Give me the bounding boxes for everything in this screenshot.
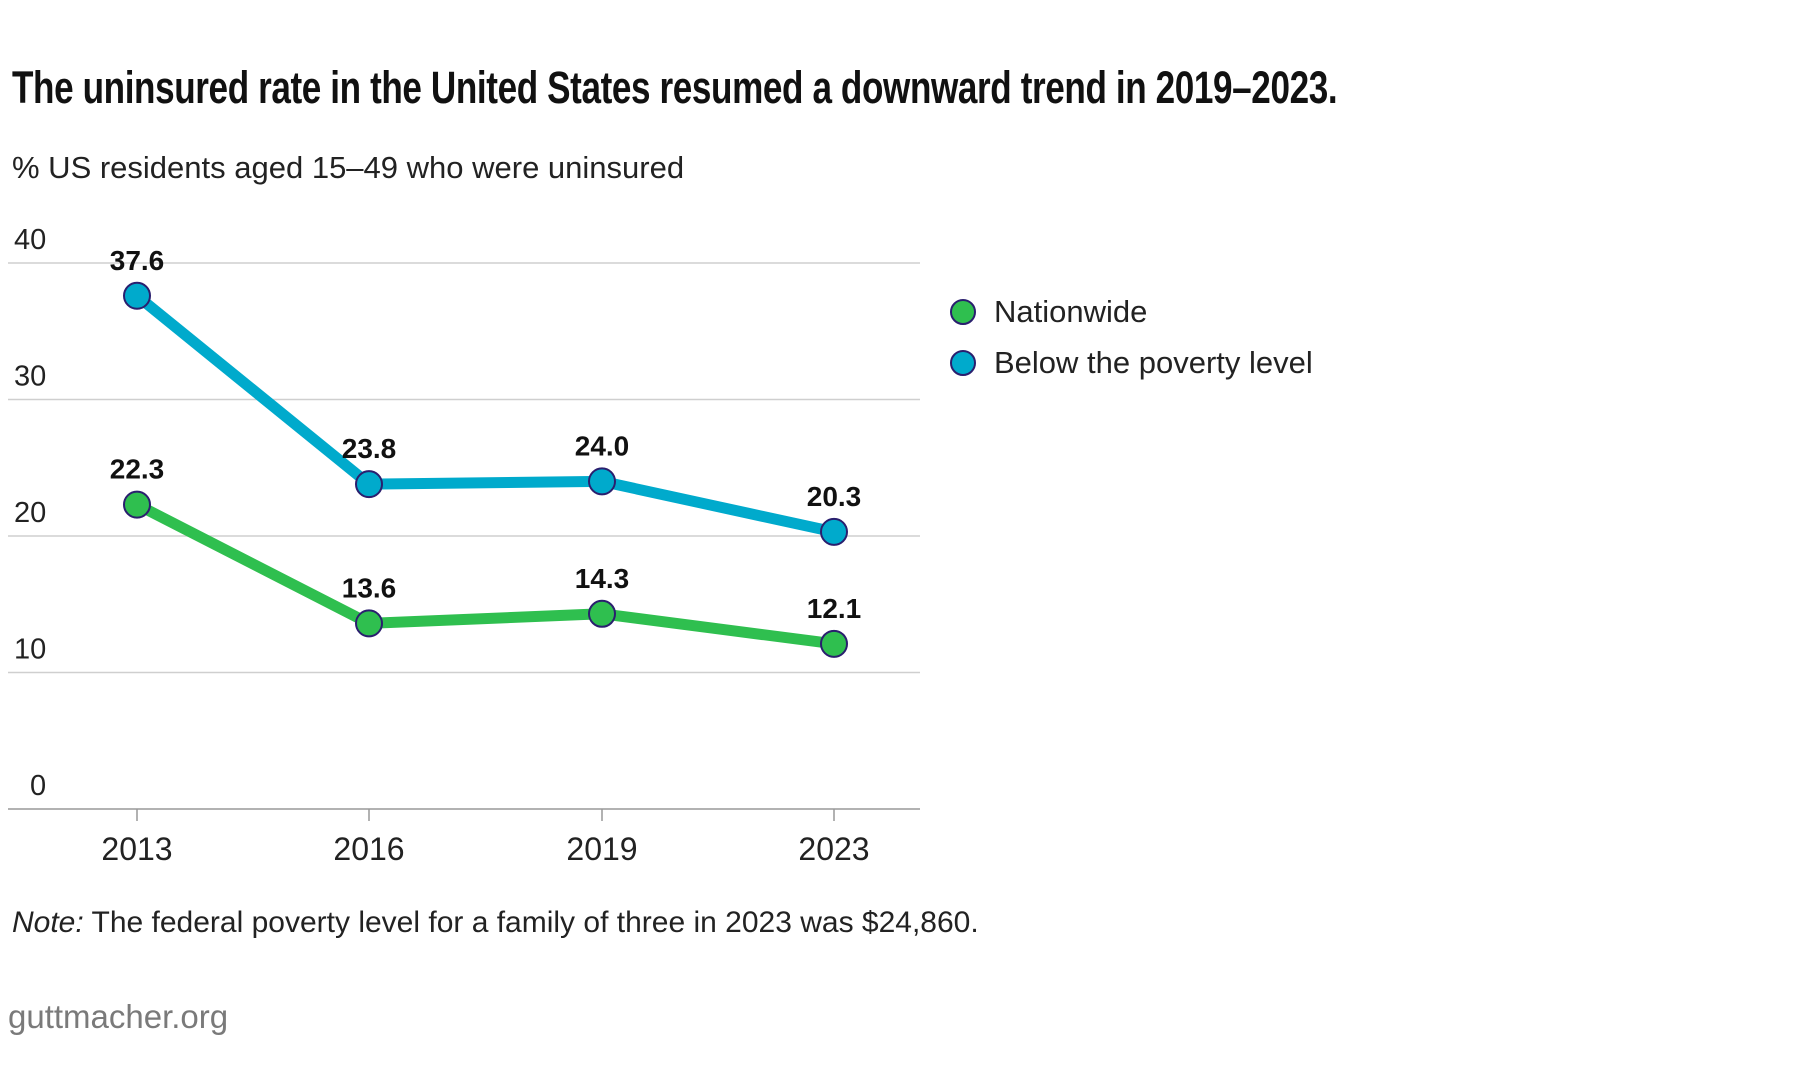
y-tick-label: 20: [14, 497, 46, 529]
data-point: [588, 599, 616, 628]
data-point: [123, 281, 151, 310]
data-point: [588, 467, 616, 496]
legend-item-poverty: Below the poverty level: [950, 345, 1313, 381]
data-point: [355, 609, 383, 638]
legend-item-nationwide: Nationwide: [950, 294, 1147, 330]
y-tick-label: 10: [14, 634, 46, 666]
data-label: 24.0: [575, 430, 630, 461]
data-point: [355, 470, 383, 499]
data-label: 22.3: [110, 454, 165, 485]
x-tick-label: 2013: [101, 831, 172, 867]
data-label: 37.6: [110, 245, 165, 276]
data-label: 12.1: [807, 593, 862, 624]
y-tick-label: 0: [30, 770, 46, 802]
data-point: [123, 490, 151, 519]
data-label: 20.3: [807, 481, 862, 512]
chart-title: The uninsured rate in the United States …: [12, 62, 1338, 113]
source-credit: guttmacher.org: [8, 998, 229, 1035]
legend-marker-nationwide: [950, 299, 976, 325]
data-point: [820, 517, 848, 546]
note-text: The federal poverty level for a family o…: [83, 906, 979, 939]
data-label: 23.8: [342, 433, 397, 464]
note: Note: The federal poverty level for a fa…: [12, 906, 979, 940]
note-label: Note:: [12, 906, 84, 939]
legend-marker-poverty: [950, 350, 976, 376]
x-tick-label: 2016: [333, 831, 404, 867]
data-label: 14.3: [575, 563, 630, 594]
x-tick-label: 2023: [798, 831, 869, 867]
legend-label: Below the poverty level: [994, 345, 1313, 380]
y-tick-label: 30: [14, 361, 46, 393]
line-chart: 0 10 20 30 40 2013 2016 2019 2023 22.3 13.6 14.3 12.…: [8, 224, 920, 867]
data-point: [820, 629, 848, 658]
series-line-nationwide: [134, 499, 835, 650]
x-tick-label: 2019: [566, 831, 637, 867]
legend-label: Nationwide: [994, 294, 1148, 329]
y-tick-label: 40: [14, 224, 46, 256]
chart-subtitle: % US residents aged 15–49 who were unins…: [12, 150, 685, 185]
series-line-poverty: [133, 291, 836, 538]
data-label: 13.6: [342, 572, 397, 603]
